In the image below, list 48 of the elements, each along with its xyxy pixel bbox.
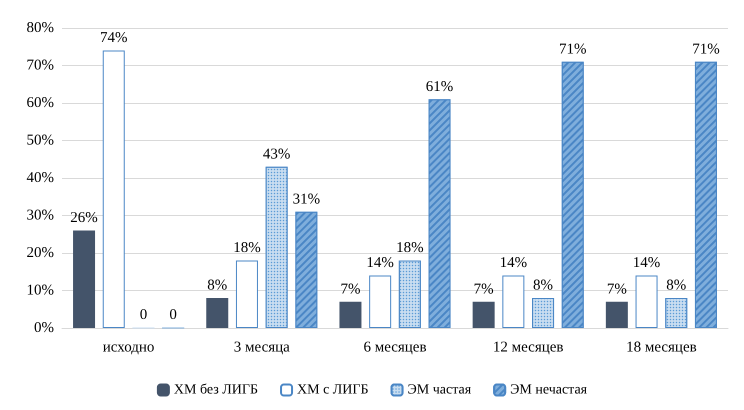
legend-label: ЭМ частая xyxy=(408,382,472,398)
data-label: 7% xyxy=(474,281,494,298)
bar xyxy=(236,260,258,328)
legend-label: ХМ без ЛИГБ xyxy=(174,382,258,398)
data-label: 0 xyxy=(169,307,177,323)
data-label: 18% xyxy=(233,240,261,256)
bar xyxy=(206,298,228,328)
y-tick-label: 60% xyxy=(26,95,54,111)
data-label: 7% xyxy=(606,281,627,298)
bar xyxy=(102,50,125,328)
data-label: 61% xyxy=(426,78,454,95)
bar xyxy=(606,302,628,328)
data-label: 43% xyxy=(262,146,290,162)
data-label: 14% xyxy=(500,255,528,271)
bar xyxy=(369,276,392,328)
data-label: 0 xyxy=(140,307,148,323)
y-tick-label: 80% xyxy=(26,20,54,36)
y-tick-label: 0% xyxy=(34,320,54,336)
x-tick-label: 6 месяцев xyxy=(363,340,427,356)
y-tick-label: 70% xyxy=(26,58,54,74)
data-label: 18% xyxy=(396,240,424,256)
y-tick-label: 50% xyxy=(26,132,54,148)
y-tick-label: 10% xyxy=(26,282,54,298)
data-label: 26% xyxy=(70,210,98,226)
x-tick-label: 18 месяцев xyxy=(626,340,697,356)
y-tick-label: 20% xyxy=(26,245,54,261)
data-label: 14% xyxy=(366,255,394,271)
bar xyxy=(73,230,96,328)
data-label: 14% xyxy=(632,255,660,271)
data-label: 8% xyxy=(666,278,686,294)
bar xyxy=(502,276,524,328)
x-tick-label: исходно xyxy=(102,340,154,356)
data-label: 74% xyxy=(100,30,128,46)
data-label: 71% xyxy=(559,41,586,58)
data-label: 71% xyxy=(692,41,720,58)
legend-label: ХМ с ЛИГБ xyxy=(297,382,369,398)
x-tick-label: 3 месяца xyxy=(234,340,290,356)
data-label: 8% xyxy=(533,278,554,294)
data-label: 8% xyxy=(207,278,228,294)
y-tick-label: 30% xyxy=(26,208,54,224)
x-tick-label: 12 месяцев xyxy=(492,340,564,356)
bar xyxy=(339,302,362,328)
data-label: 7% xyxy=(340,281,360,298)
data-label: 31% xyxy=(292,191,320,208)
legend-label: ЭМ нечастая xyxy=(510,382,588,398)
bar xyxy=(636,276,658,328)
bar xyxy=(472,302,495,328)
y-tick-label: 40% xyxy=(26,170,54,186)
